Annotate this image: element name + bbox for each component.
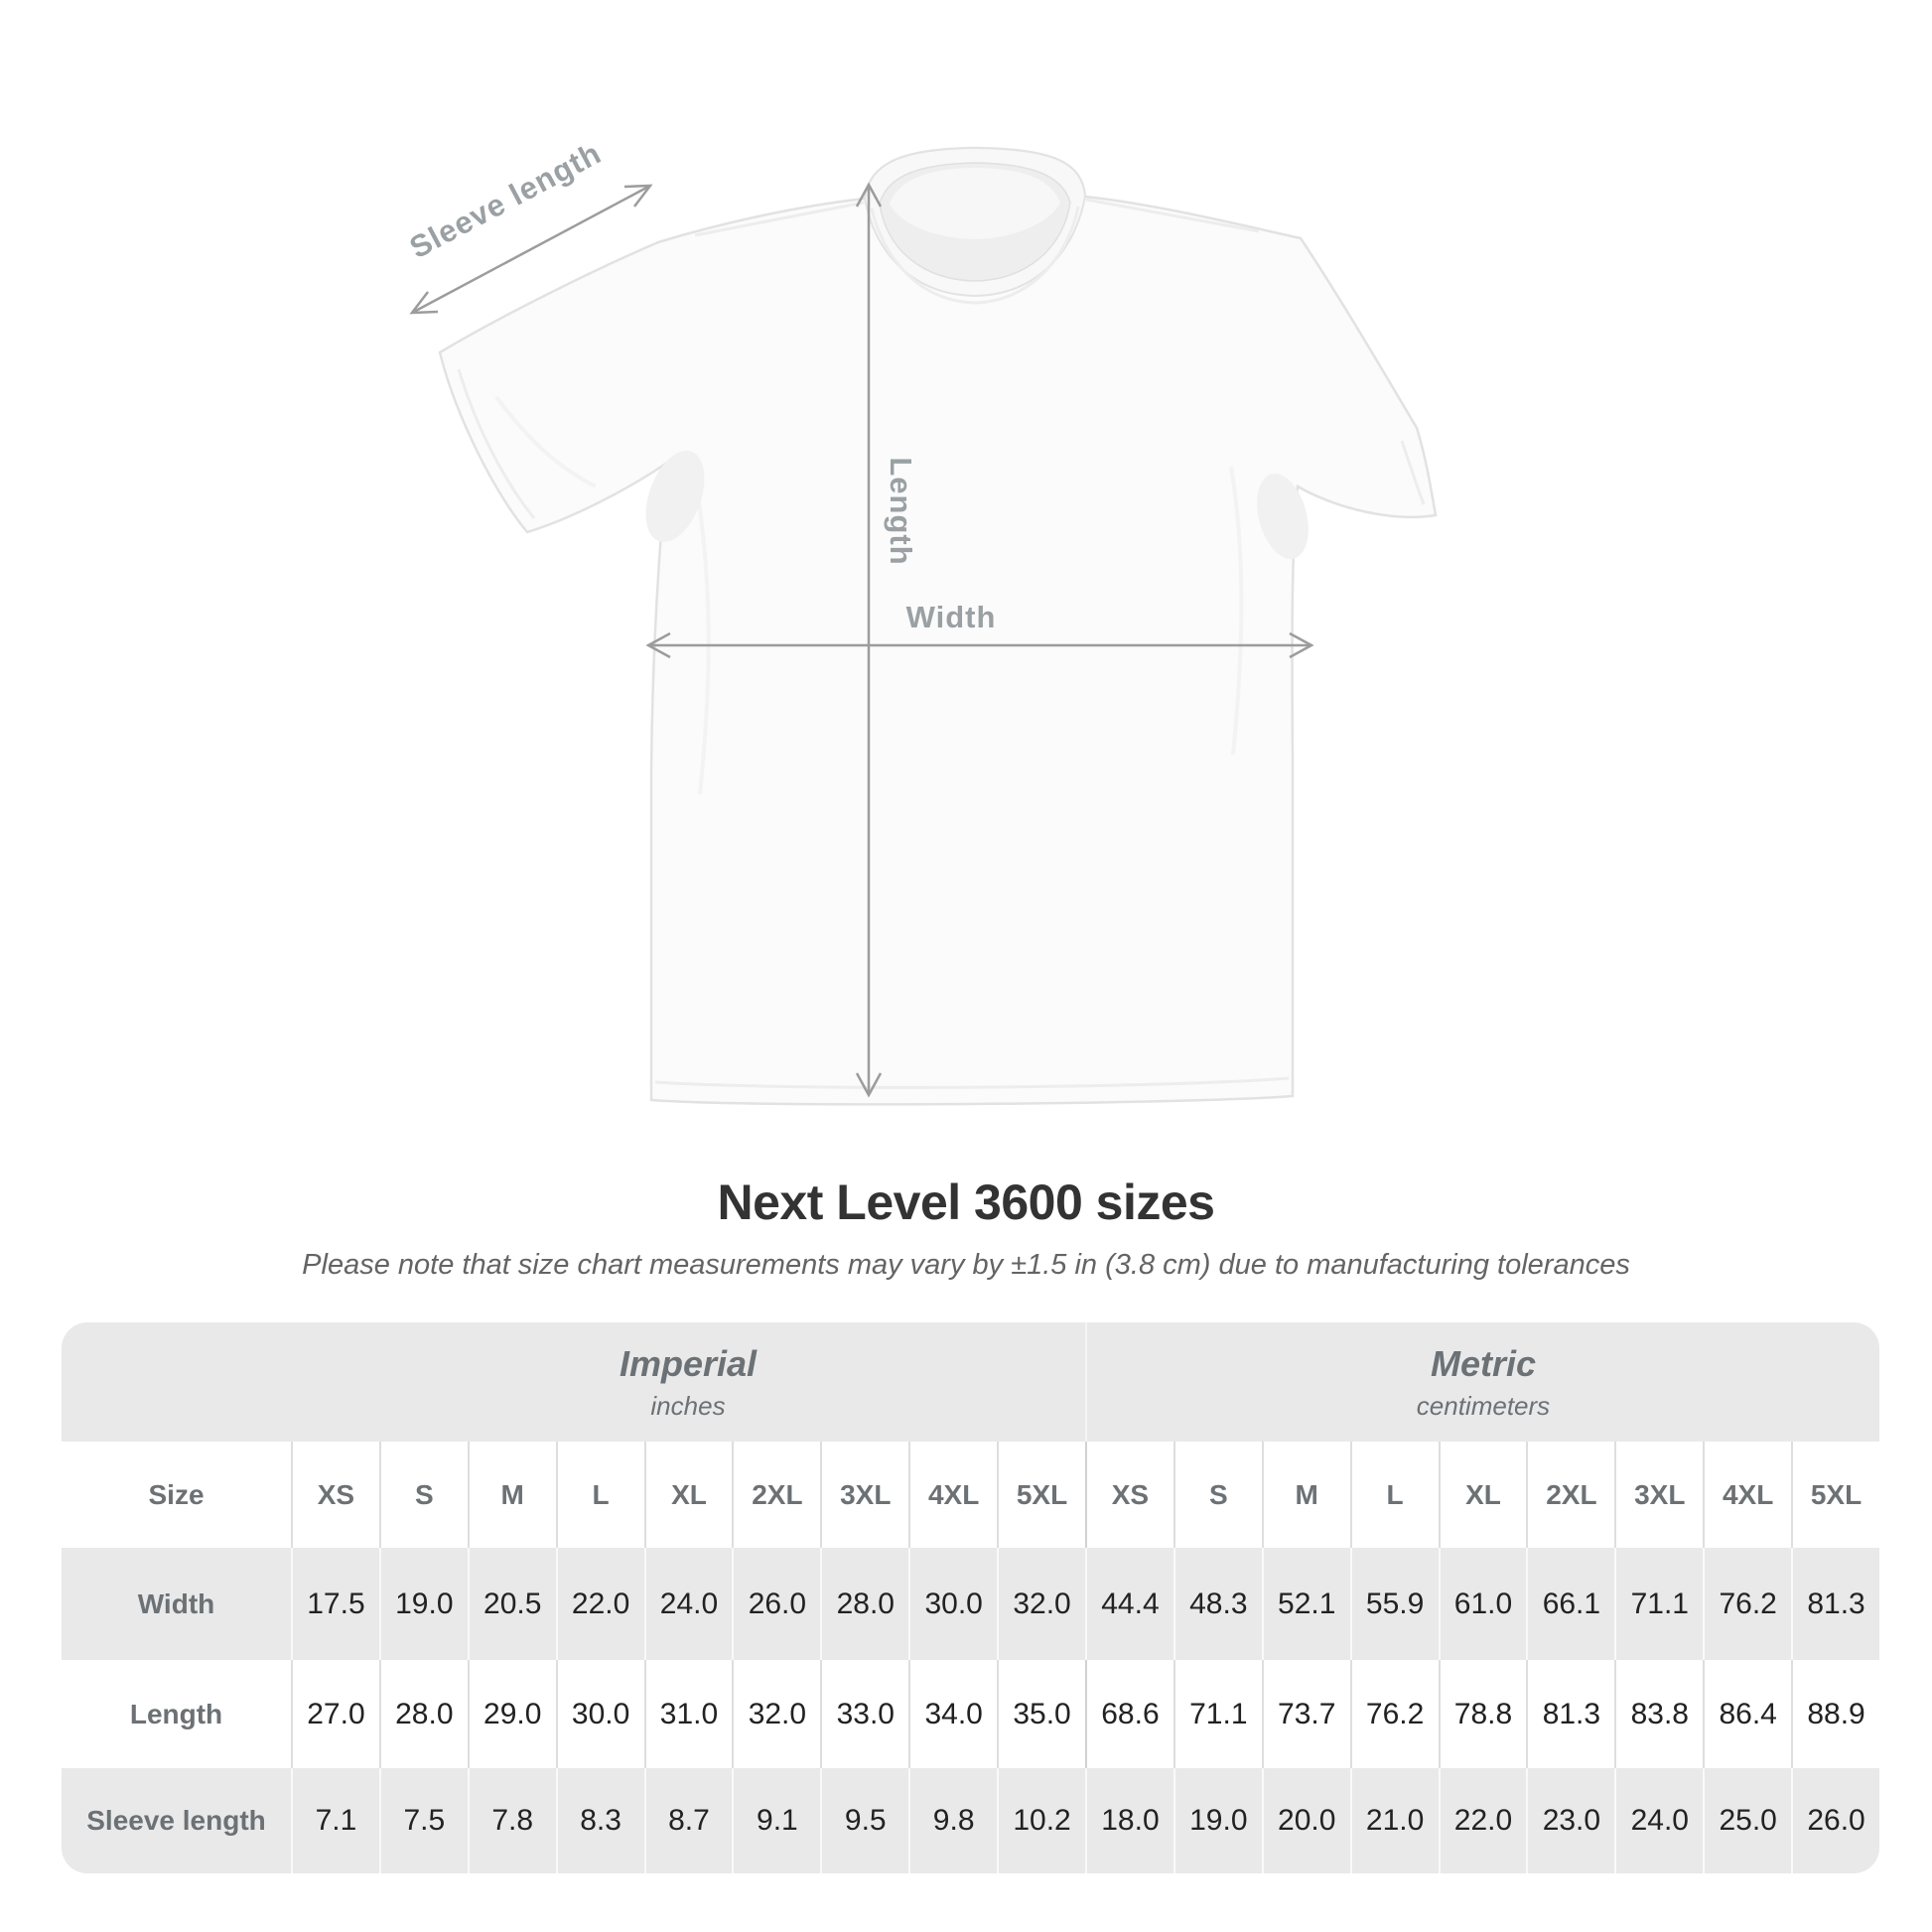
size-value-cell: 7.5 <box>378 1768 468 1873</box>
size-value-cell: 28.0 <box>378 1660 468 1768</box>
size-value-cell: 10.2 <box>997 1768 1085 1873</box>
size-header: M <box>467 1442 556 1548</box>
size-value-cell: 9.8 <box>908 1768 997 1873</box>
size-value-cell: 81.3 <box>1526 1660 1615 1768</box>
size-value-cell: 30.0 <box>555 1660 644 1768</box>
size-header: 3XL <box>820 1442 909 1548</box>
size-header: 4XL <box>1703 1442 1792 1548</box>
size-header: XL <box>1438 1442 1527 1548</box>
tshirt-illustration <box>438 146 1438 1106</box>
size-value-cell: 71.1 <box>1614 1548 1703 1660</box>
measurement-arrows <box>409 182 1314 1098</box>
size-value-cell: 78.8 <box>1438 1660 1527 1768</box>
metric-title: Metric <box>1430 1342 1536 1384</box>
metric-subtitle: centimeters <box>1416 1390 1551 1421</box>
size-value-cell: 61.0 <box>1438 1548 1527 1660</box>
size-value-cell: 73.7 <box>1261 1660 1350 1768</box>
size-header: 5XL <box>997 1442 1085 1548</box>
imperial-title: Imperial <box>619 1342 758 1384</box>
size-value-cell: 9.5 <box>820 1768 908 1873</box>
size-value-cell: 31.0 <box>643 1660 733 1768</box>
size-value-cell: 24.0 <box>1614 1768 1703 1873</box>
sleeve-length-arrow <box>411 184 651 315</box>
size-header: L <box>555 1442 644 1548</box>
size-value-cell: 52.1 <box>1261 1548 1350 1660</box>
size-header: XS <box>1084 1442 1173 1548</box>
size-value-cell: 21.0 <box>1349 1768 1439 1873</box>
size-header: 3XL <box>1614 1442 1704 1548</box>
size-value-cell: 18.0 <box>1084 1768 1173 1873</box>
size-value-cell: 28.0 <box>820 1548 908 1660</box>
size-value-cell: 34.0 <box>908 1660 998 1768</box>
size-value-cell: 27.0 <box>291 1660 379 1768</box>
length-label: Length <box>884 457 918 565</box>
size-header: XS <box>291 1442 379 1548</box>
size-value-cell: 66.1 <box>1526 1548 1614 1660</box>
size-value-cell: 30.0 <box>908 1548 997 1660</box>
size-value-cell: 22.0 <box>1438 1768 1527 1873</box>
size-header: 2XL <box>732 1442 821 1548</box>
sleeve-length-label: Sleeve length <box>404 135 607 265</box>
size-header: S <box>378 1442 468 1548</box>
size-value-cell: 71.1 <box>1173 1660 1262 1768</box>
metric-unit-header: Metric centimeters <box>1084 1322 1879 1442</box>
tolerance-note: Please note that size chart measurements… <box>302 1249 1630 1281</box>
size-value-cell: 86.4 <box>1703 1660 1792 1768</box>
size-value-cell: 7.1 <box>291 1768 379 1873</box>
size-value-cell: 20.0 <box>1261 1768 1350 1873</box>
size-value-cell: 26.0 <box>732 1548 820 1660</box>
underarm-shadow-right <box>1257 474 1309 559</box>
tshirt-diagram: Sleeve length Length Width <box>404 135 1438 1106</box>
imperial-subtitle: inches <box>650 1390 726 1421</box>
tshirt-seams <box>457 198 1426 1089</box>
size-value-cell: 44.4 <box>1084 1548 1173 1660</box>
size-value-cell: 7.8 <box>467 1768 556 1873</box>
size-header: XL <box>643 1442 733 1548</box>
size-header: S <box>1173 1442 1262 1548</box>
size-value-cell: 76.2 <box>1349 1660 1439 1768</box>
underarm-shadow-left <box>645 451 705 542</box>
size-header: L <box>1349 1442 1439 1548</box>
size-value-cell: 83.8 <box>1614 1660 1704 1768</box>
size-value-cell: 9.1 <box>732 1768 820 1873</box>
measurement-row-label: Sleeve length <box>86 1805 266 1836</box>
size-value-cell: 35.0 <box>997 1660 1085 1768</box>
size-header: M <box>1261 1442 1350 1548</box>
size-header: 5XL <box>1791 1442 1879 1548</box>
measurement-row-label: Length <box>62 1660 291 1768</box>
size-chart-table: Imperial inches Metric centimeters Size X… <box>62 1322 1879 1873</box>
size-value-cell: 8.7 <box>643 1768 733 1873</box>
size-value-cell: 32.0 <box>732 1660 821 1768</box>
size-value-cell: 68.6 <box>1084 1660 1173 1768</box>
imperial-unit-header: Imperial inches <box>291 1322 1085 1442</box>
size-value-cell: 24.0 <box>643 1548 733 1660</box>
size-value-cell: 25.0 <box>1703 1768 1791 1873</box>
width-label: Width <box>906 600 997 634</box>
size-value-cell: 22.0 <box>555 1548 644 1660</box>
size-value-cell: 23.0 <box>1526 1768 1614 1873</box>
size-value-cell: 76.2 <box>1703 1548 1791 1660</box>
measurement-row-label: Width <box>137 1587 215 1619</box>
size-value-cell: 8.3 <box>555 1768 644 1873</box>
size-value-cell: 26.0 <box>1791 1768 1879 1873</box>
size-value-cell: 17.5 <box>291 1548 379 1660</box>
size-header: 2XL <box>1526 1442 1615 1548</box>
size-column-label: Size <box>62 1442 291 1548</box>
size-value-cell: 33.0 <box>820 1660 909 1768</box>
size-value-cell: 55.9 <box>1349 1548 1439 1660</box>
size-value-cell: 19.0 <box>378 1548 468 1660</box>
tshirt-wrinkles <box>494 395 1244 795</box>
size-header: 4XL <box>908 1442 998 1548</box>
tshirt-inner-back-collar <box>890 168 1060 239</box>
page-title: Next Level 3600 sizes <box>717 1174 1215 1230</box>
size-value-cell: 81.3 <box>1791 1548 1879 1660</box>
size-value-cell: 88.9 <box>1791 1660 1879 1768</box>
size-value-cell: 32.0 <box>997 1548 1085 1660</box>
size-value-cell: 20.5 <box>467 1548 556 1660</box>
size-value-cell: 19.0 <box>1173 1768 1262 1873</box>
size-value-cell: 29.0 <box>467 1660 556 1768</box>
size-value-cell: 48.3 <box>1173 1548 1262 1660</box>
